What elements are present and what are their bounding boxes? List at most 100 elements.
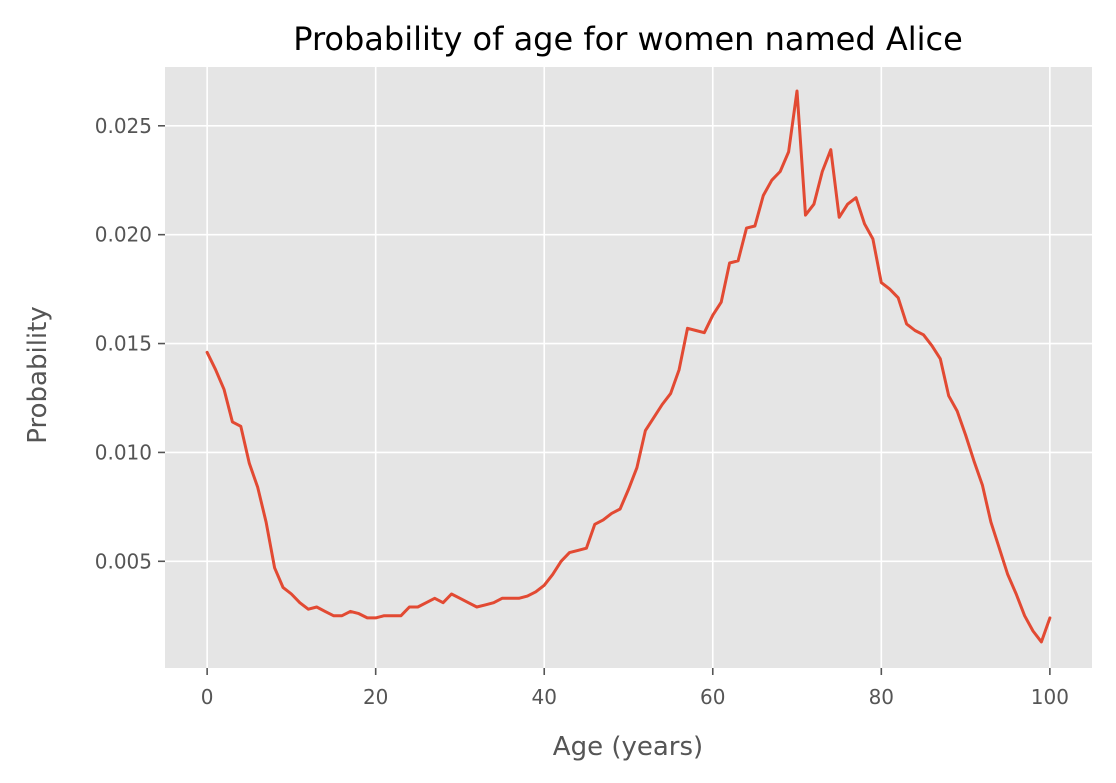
data-point (282, 586, 284, 589)
data-point (383, 614, 386, 617)
data-point (467, 601, 470, 604)
data-point (703, 331, 706, 334)
data-point (560, 560, 563, 563)
data-point (930, 344, 933, 347)
x-tick-label: 100 (1031, 685, 1069, 709)
x-tick-label: 20 (363, 685, 388, 709)
data-point (265, 521, 268, 524)
data-point (922, 333, 925, 336)
x-tick-label: 80 (869, 685, 894, 709)
data-point (989, 521, 992, 524)
data-point (459, 597, 461, 600)
data-point (341, 614, 343, 617)
plot-area (165, 67, 1092, 668)
y-tick-label: 0.020 (95, 223, 152, 247)
data-point (492, 601, 495, 604)
data-point (357, 612, 360, 615)
x-tick-label: 40 (532, 685, 557, 709)
data-point (796, 90, 798, 92)
data-point (273, 566, 276, 569)
data-point (315, 606, 318, 608)
data-point (838, 216, 841, 219)
data-point (307, 608, 310, 611)
data-point (905, 322, 908, 325)
data-point (737, 259, 740, 262)
data-point (753, 225, 756, 227)
data-point (610, 512, 613, 515)
data-point (475, 606, 478, 608)
data-point (576, 549, 579, 552)
data-point (998, 547, 1001, 550)
x-tick-label: 60 (700, 685, 725, 709)
data-point (711, 314, 714, 317)
data-point (391, 614, 394, 617)
data-point (223, 388, 225, 391)
data-point (897, 296, 900, 299)
data-point (526, 595, 529, 598)
data-point (669, 392, 672, 395)
data-point (821, 170, 824, 173)
grid-lines (165, 67, 1092, 668)
data-point (635, 466, 638, 469)
data-point (720, 301, 723, 304)
data-point (964, 434, 967, 436)
data-point (939, 357, 942, 360)
data-point (880, 281, 883, 284)
data-point (644, 429, 647, 432)
data-point (400, 614, 402, 617)
data-point (863, 222, 866, 225)
data-point (501, 597, 504, 600)
data-point (627, 488, 630, 491)
data-point (829, 148, 832, 151)
chart-title: Probability of age for women named Alice (293, 20, 963, 58)
data-point (804, 214, 807, 217)
data-point (888, 288, 891, 291)
data-point (762, 194, 765, 197)
data-point (678, 368, 681, 371)
data-point (661, 403, 664, 406)
data-point (484, 603, 487, 606)
data-point (1006, 573, 1009, 576)
data-point (1015, 593, 1018, 595)
data-point (509, 597, 512, 600)
data-point (239, 425, 242, 428)
data-point (551, 573, 554, 576)
data-point (256, 486, 259, 489)
data-point (298, 601, 301, 604)
y-axis-label: Probability (23, 306, 53, 443)
data-point (956, 410, 959, 413)
data-point (1048, 616, 1051, 619)
data-point (787, 150, 790, 153)
data-point (349, 610, 352, 613)
series-group (205, 89, 1052, 644)
data-point (442, 601, 445, 604)
data-point (450, 593, 453, 595)
data-point (425, 601, 428, 604)
x-axis-label: Age (years) (553, 732, 703, 762)
data-point (686, 327, 689, 330)
data-point (416, 606, 419, 608)
data-point (973, 460, 975, 463)
data-point (947, 394, 950, 397)
data-point (812, 203, 815, 206)
y-tick-label: 0.025 (95, 114, 152, 138)
axis-ticks: 0 20 40 60 80 100 0.005 0.010 0.015 0.020 0.025 (95, 114, 1069, 709)
data-point (981, 484, 984, 487)
data-point (568, 551, 571, 554)
data-point (332, 614, 335, 617)
data-point (214, 368, 217, 371)
data-point (745, 227, 748, 230)
data-point (593, 523, 596, 526)
data-point (728, 262, 731, 264)
data-point (1023, 614, 1026, 617)
y-tick-label: 0.005 (95, 549, 152, 573)
data-point (770, 179, 773, 182)
data-point (206, 351, 209, 354)
data-point (543, 584, 546, 587)
data-point (694, 329, 697, 332)
y-tick-label: 0.015 (95, 332, 152, 356)
data-point (366, 616, 369, 619)
data-point (779, 170, 782, 173)
data-point (871, 238, 874, 240)
